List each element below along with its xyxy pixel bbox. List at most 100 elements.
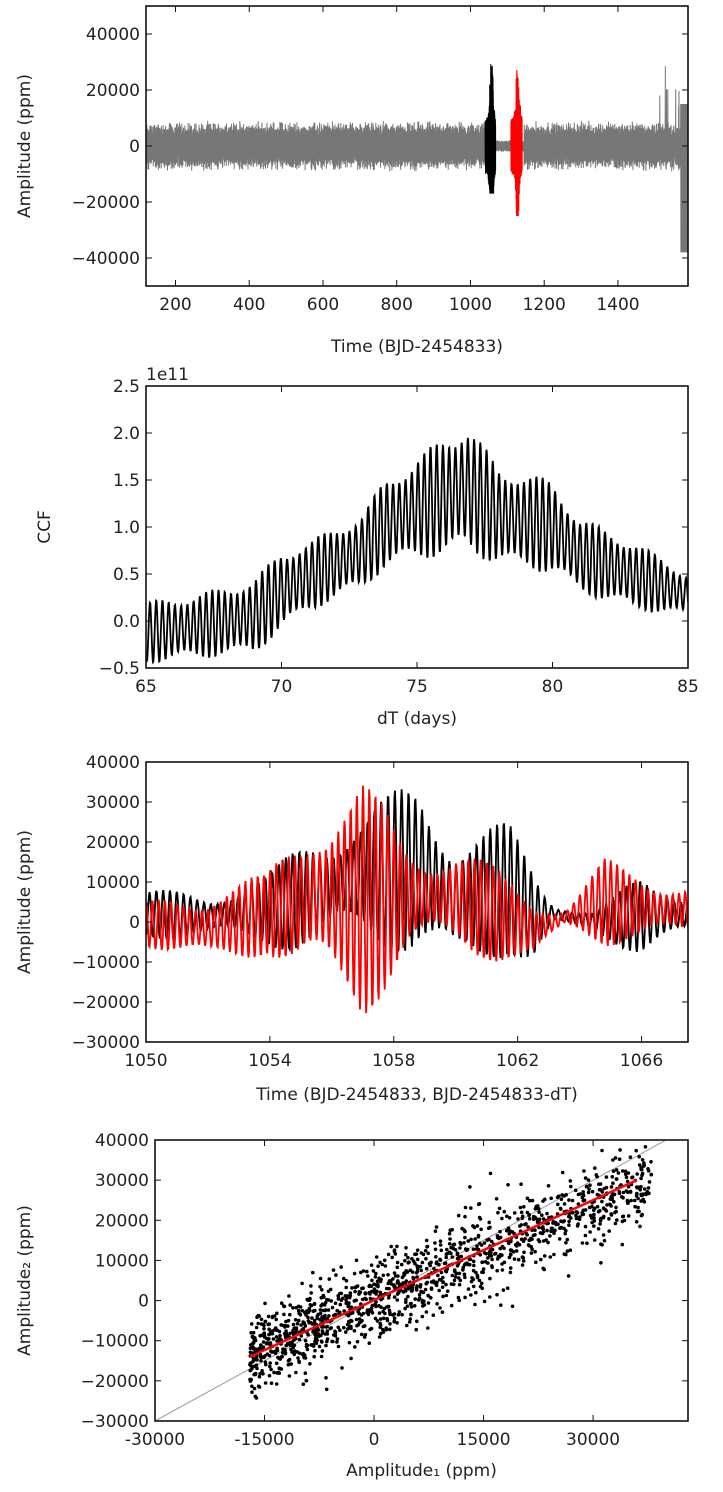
scatter-point — [366, 1274, 370, 1278]
scatter-point — [335, 1337, 340, 1341]
scatter-point — [368, 1283, 372, 1288]
scatter-point — [623, 1169, 628, 1174]
scatter-point — [479, 1227, 483, 1232]
scatter-point — [472, 1225, 477, 1230]
scatter-point — [556, 1202, 560, 1207]
scatter-point — [562, 1202, 567, 1206]
x-tick-label: 400 — [233, 295, 265, 315]
x-tick-label: 75 — [406, 677, 428, 697]
scatter-point — [288, 1303, 293, 1307]
scatter-point — [508, 1252, 513, 1256]
scatter-point — [565, 1237, 570, 1242]
scatter-point — [395, 1260, 400, 1265]
scatter-point — [435, 1280, 439, 1285]
scatter-point — [555, 1195, 560, 1200]
y-tick-label: 30000 — [95, 1171, 149, 1191]
scatter-point — [259, 1322, 264, 1326]
scatter-point — [359, 1270, 363, 1275]
scatter-point — [458, 1278, 463, 1283]
scatter-point — [600, 1199, 604, 1204]
scatter-point — [471, 1284, 476, 1289]
y-tick-label: −30000 — [81, 1412, 149, 1432]
scatter-point — [470, 1276, 474, 1280]
scatter-point — [597, 1188, 602, 1192]
scatter-point — [287, 1374, 292, 1378]
x-tick-label: 200 — [159, 295, 191, 315]
scatter-point — [610, 1192, 615, 1196]
scatter-point — [487, 1220, 492, 1225]
scatter-point — [406, 1287, 411, 1291]
scatter-point — [361, 1324, 366, 1329]
scatter-point — [405, 1304, 410, 1308]
scatter-point — [457, 1271, 462, 1276]
scatter-point — [577, 1217, 582, 1222]
scatter-point — [494, 1197, 499, 1201]
y-tick-label: 0.5 — [113, 565, 140, 585]
scatter-point — [449, 1282, 454, 1286]
scatter-point — [424, 1238, 429, 1243]
scatter-point — [352, 1271, 357, 1276]
scatter-point — [434, 1283, 439, 1288]
scatter-point — [502, 1246, 506, 1250]
scatter-point — [429, 1280, 434, 1284]
scatter-point — [267, 1327, 271, 1332]
scatter-point — [625, 1179, 630, 1184]
scatter-point — [415, 1248, 420, 1252]
scatter-point — [392, 1271, 397, 1275]
scatter-point — [600, 1148, 604, 1153]
scatter-point — [301, 1382, 306, 1386]
scatter-point — [613, 1221, 618, 1226]
scatter-point — [522, 1205, 526, 1209]
scatter-point — [318, 1308, 323, 1312]
scatter-point — [451, 1246, 456, 1251]
scatter-point — [294, 1370, 298, 1375]
scatter-point — [534, 1260, 538, 1265]
scatter-point — [431, 1313, 436, 1317]
scatter-point — [340, 1366, 344, 1370]
scatter-point — [418, 1283, 423, 1287]
scatter-point — [296, 1356, 300, 1360]
scatter-point — [369, 1306, 374, 1311]
scatter-point — [321, 1293, 326, 1298]
scatter-point — [505, 1286, 510, 1290]
scatter-point — [392, 1319, 397, 1323]
scatter-point — [406, 1294, 410, 1299]
scatter-point — [433, 1229, 438, 1233]
scatter-point — [324, 1387, 329, 1392]
scatter-point — [344, 1285, 349, 1290]
scatter-point — [567, 1214, 571, 1218]
scatter-point — [617, 1157, 622, 1161]
scatter-point — [375, 1279, 380, 1284]
scatter-point — [401, 1281, 406, 1285]
scatter-point — [478, 1241, 482, 1246]
scatter-point — [628, 1189, 633, 1194]
x-tick-label: 1000 — [449, 295, 492, 315]
scatter-point — [249, 1322, 254, 1326]
scatter-point — [601, 1215, 606, 1220]
scatter-point — [406, 1255, 410, 1260]
scatter-point — [272, 1370, 276, 1375]
scatter-point — [475, 1224, 480, 1228]
scatter-point — [639, 1193, 644, 1198]
scatter-point — [571, 1211, 575, 1215]
scatter-point — [420, 1260, 425, 1265]
scatter-point — [640, 1173, 644, 1178]
scatter-point — [338, 1302, 343, 1307]
scatter-point — [414, 1271, 419, 1275]
scatter-point — [476, 1235, 481, 1239]
scatter-point — [381, 1316, 386, 1321]
scatter-point — [614, 1177, 619, 1181]
scatter-point — [472, 1263, 476, 1268]
scatter-point — [335, 1308, 340, 1313]
scatter-point — [463, 1235, 467, 1240]
panel-ccf: 65 70 75 80 85 2.5 2.0 1.5 1.0 0.5 0.0 −0.5 dT (days… — [35, 365, 699, 729]
scatter-point — [319, 1339, 324, 1344]
y-axis-label: Amplitude (ppm) — [15, 74, 35, 218]
x-tick-label: 30000 — [566, 1430, 620, 1450]
scatter-point — [436, 1273, 440, 1278]
scatter-point — [452, 1268, 457, 1272]
scatter-point — [376, 1282, 380, 1287]
scatter-point — [393, 1252, 398, 1256]
y-tick-label: 0 — [138, 1292, 149, 1312]
scatter-point — [320, 1349, 325, 1353]
